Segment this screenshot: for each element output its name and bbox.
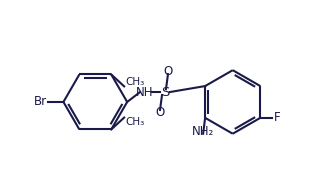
Text: Br: Br — [33, 96, 47, 108]
Text: NH: NH — [136, 86, 154, 99]
Text: CH₃: CH₃ — [125, 77, 145, 87]
Text: O: O — [156, 106, 165, 119]
Text: S: S — [161, 86, 169, 99]
Text: O: O — [164, 65, 172, 78]
Text: F: F — [274, 111, 281, 124]
Text: NH₂: NH₂ — [192, 125, 214, 138]
Text: CH₃: CH₃ — [125, 117, 145, 127]
